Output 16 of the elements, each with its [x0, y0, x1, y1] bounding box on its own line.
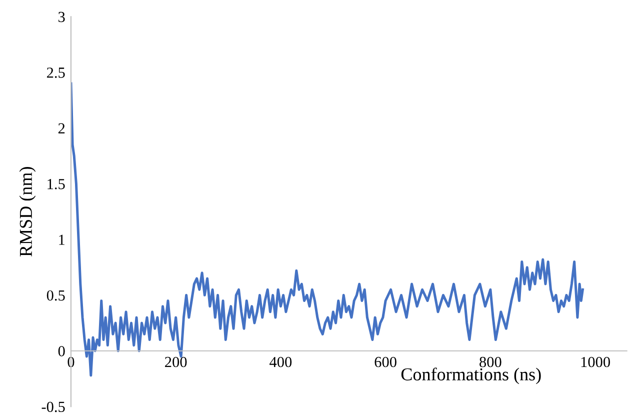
y-axis-title: RMSD (nm): [19, 167, 36, 257]
x-tick-label: 400: [270, 356, 292, 368]
x-tick-label: 800: [480, 356, 502, 368]
x-tick-label: 600: [374, 356, 396, 368]
y-tick-label: 0: [58, 346, 65, 356]
y-tick-label: 1.5: [48, 178, 65, 190]
y-tick-label: 2.5: [46, 68, 65, 78]
x-tick-label: 200: [165, 356, 187, 368]
y-tick-label: 3: [58, 12, 65, 22]
x-tick-label: 1000: [581, 356, 610, 368]
y-tick-label: 2: [58, 123, 65, 134]
y-tick-label: 0.5: [46, 290, 65, 301]
x-axis-title: Conformations (ns): [401, 368, 541, 384]
x-tick-label: 0: [68, 356, 74, 368]
y-tick-label: 1: [59, 234, 64, 245]
y-tick-label: -0.5: [42, 402, 65, 412]
